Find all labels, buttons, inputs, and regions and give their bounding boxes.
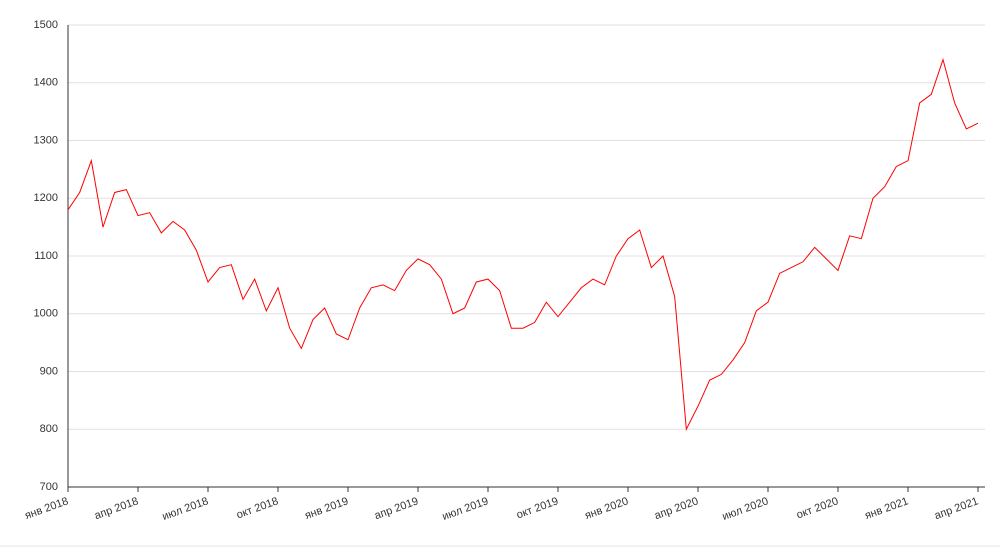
x-tick-label: янв 2019 <box>303 495 350 522</box>
x-tick-label: окт 2018 <box>235 495 280 521</box>
y-tick-label: 1000 <box>34 308 58 320</box>
y-tick-label: 1400 <box>34 77 58 89</box>
y-tick-label: 1300 <box>34 134 58 146</box>
line <box>67 57 979 432</box>
y-tick-label: 1500 <box>34 19 58 31</box>
x-tick-label: апр 2020 <box>653 495 700 522</box>
x-tick-label: апр 2021 <box>933 495 980 522</box>
x-tick-label: янв 2018 <box>23 495 70 522</box>
y-tick-label: 700 <box>40 481 58 493</box>
y-tick-label: 900 <box>40 365 58 377</box>
x-tick-label: янв 2020 <box>583 495 630 522</box>
x-tick-label: янв 2021 <box>863 495 910 522</box>
x-tick-label: окт 2019 <box>515 495 560 521</box>
y-tick-label: 1200 <box>34 192 58 204</box>
x-tick-label: июл 2019 <box>441 495 490 523</box>
x-tick-label: апр 2019 <box>373 495 420 522</box>
x-tick-label: июл 2018 <box>161 495 210 523</box>
y-tick-label: 800 <box>40 423 58 435</box>
x-tick-label: окт 2020 <box>795 495 840 521</box>
x-tick-label: июл 2020 <box>721 495 770 523</box>
y-tick-label: 1100 <box>34 250 58 262</box>
x-tick-label: апр 2018 <box>93 495 140 522</box>
